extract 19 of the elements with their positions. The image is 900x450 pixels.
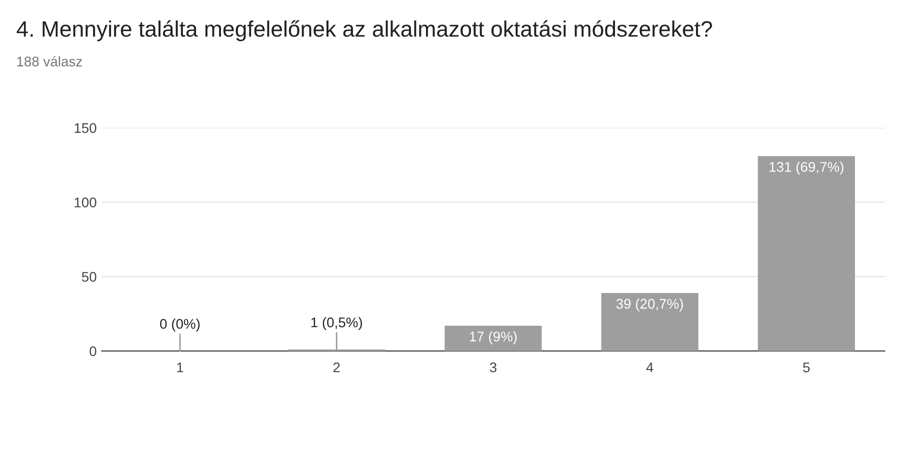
y-tick-label: 50	[82, 272, 96, 282]
bar	[758, 156, 855, 351]
x-tick-label: 3	[490, 362, 496, 372]
x-tick-label: 2	[333, 362, 340, 372]
bar	[444, 326, 542, 351]
data-label: 0 (0%)	[160, 318, 200, 332]
chart-subtitle: 188 válasz	[17, 56, 82, 66]
x-tick-label: 1	[177, 362, 184, 372]
data-label: 131 (69,7%)	[770, 162, 844, 175]
x-tick-label: 5	[803, 362, 810, 372]
y-tick-label: 0	[90, 346, 96, 356]
data-label: 17 (9%)	[470, 331, 517, 344]
x-tick-label: 4	[646, 362, 654, 372]
y-tick-label: 100	[74, 198, 96, 208]
data-label: 39 (20,7%)	[616, 298, 683, 312]
chart-title: 4. Mennyire találta megfelelőnek az alkalmazott oktatási módszereket?	[16, 20, 712, 42]
data-label: 1 (0,5%)	[311, 317, 362, 330]
y-tick-label: 150	[74, 123, 96, 133]
bar	[601, 292, 698, 351]
